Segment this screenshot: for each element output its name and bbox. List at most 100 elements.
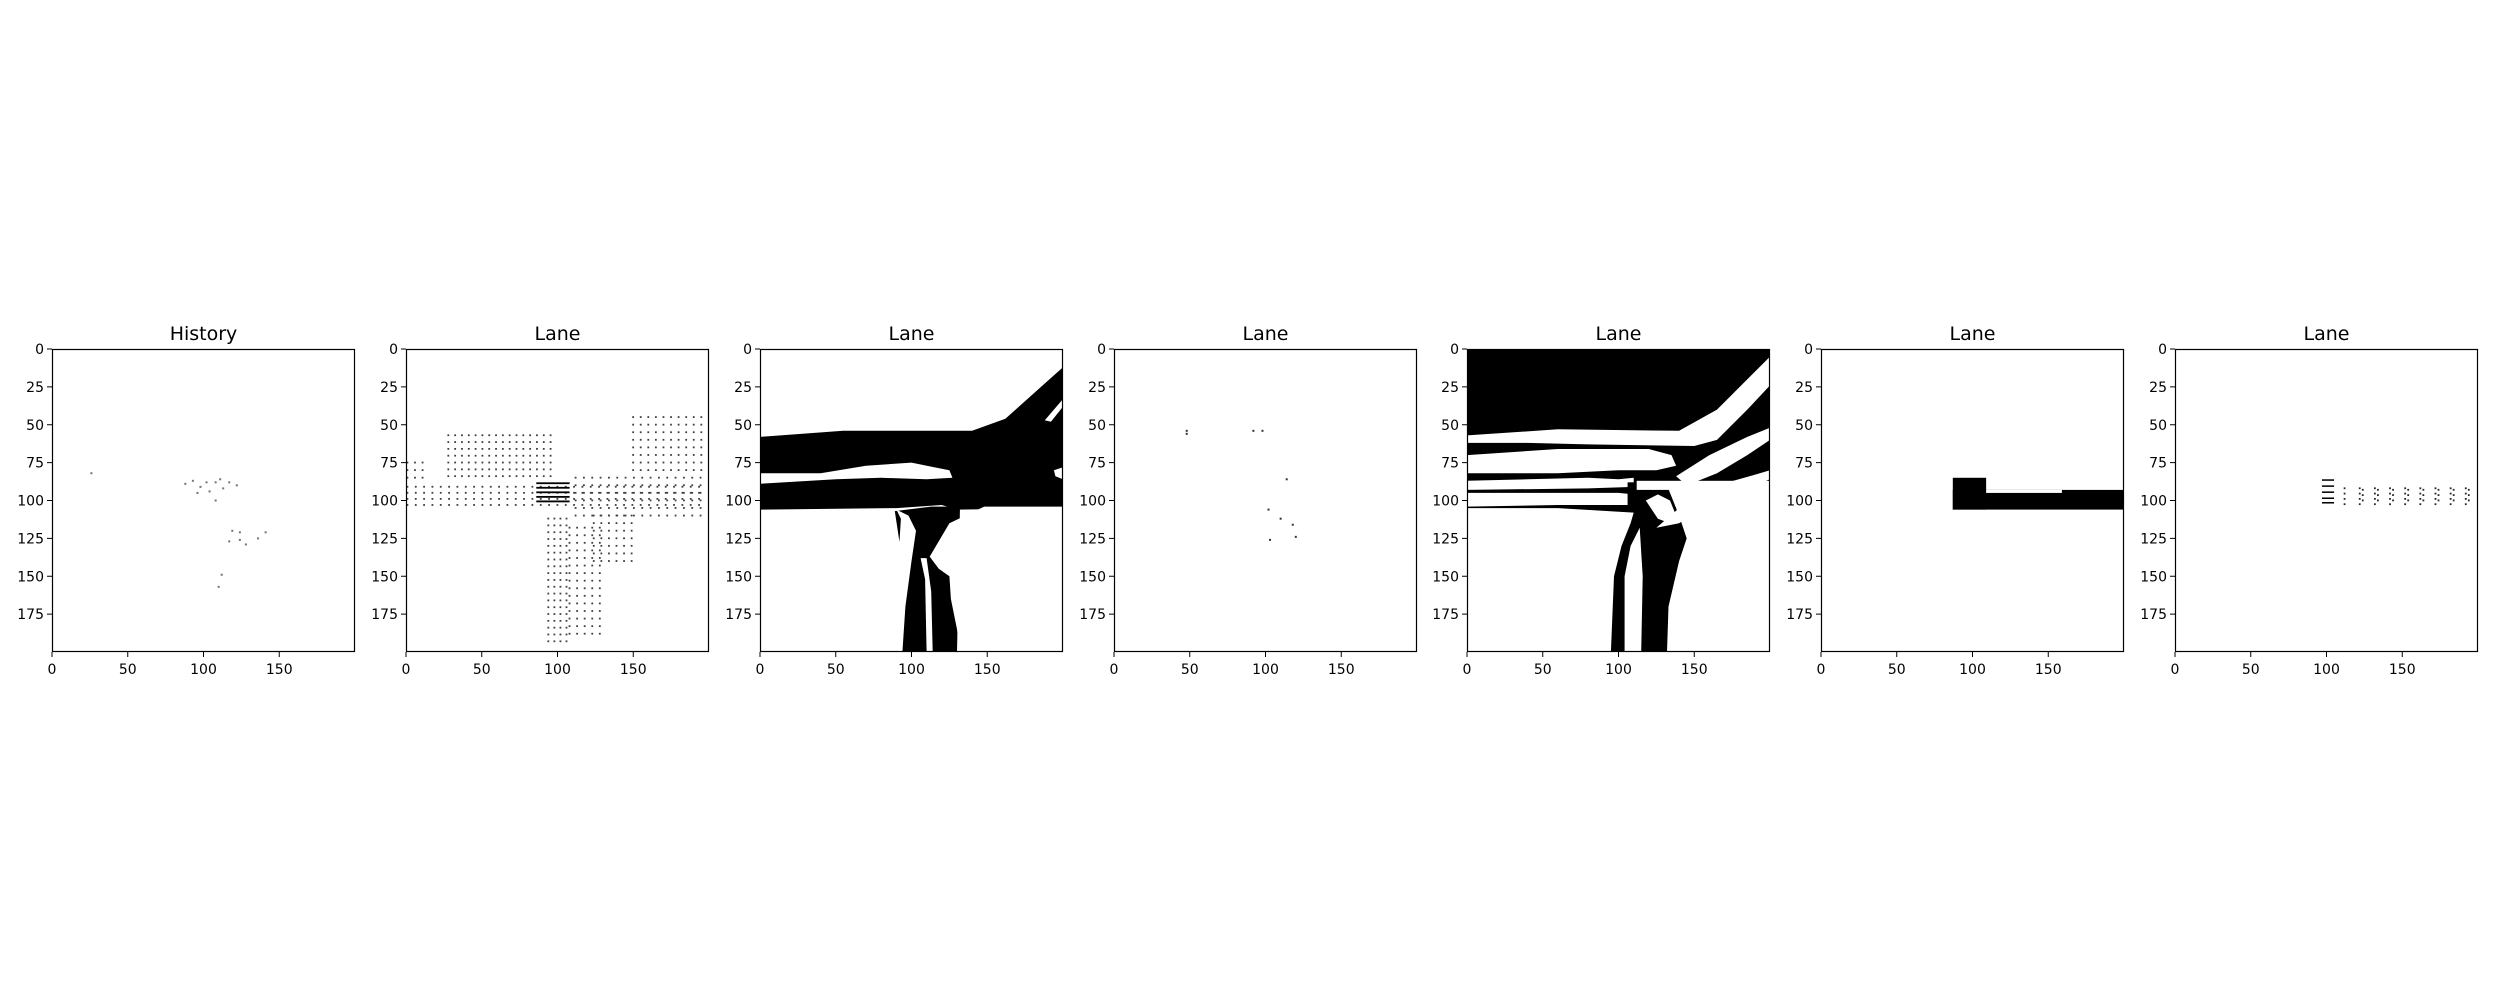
image-pixel (593, 560, 595, 562)
image-pixel (1252, 430, 1254, 432)
y-tick-label: 50 (1441, 418, 1459, 434)
image-pixel (658, 484, 660, 486)
image-pixel (560, 524, 562, 526)
x-tick-label: 150 (974, 662, 1001, 678)
image-pixel (543, 434, 545, 436)
image-pixel (516, 468, 518, 470)
y-tick-label: 125 (725, 531, 752, 547)
image-pixel (423, 504, 425, 506)
image-pixel (673, 504, 675, 506)
image-pixel (599, 587, 601, 589)
image-pixel (215, 500, 217, 502)
image-pixel (2438, 494, 2440, 496)
image-pixel (414, 469, 416, 471)
image-pixel (650, 492, 652, 494)
image-pixel (583, 477, 585, 479)
image-pixel (553, 593, 555, 595)
image-pixel (422, 469, 424, 471)
image-pixel (215, 481, 217, 483)
image-pixel (236, 484, 238, 486)
image-pixel (468, 468, 470, 470)
image-pixel (633, 500, 635, 502)
image-pixel (584, 595, 586, 597)
image-pixel (2450, 503, 2452, 505)
image-pixel (584, 549, 586, 551)
image-pixel (584, 572, 586, 574)
image-pixel (640, 431, 642, 433)
panel-image (406, 349, 709, 652)
image-pixel (631, 530, 633, 532)
y-tick-label: 150 (17, 569, 44, 585)
image-pixel (543, 475, 545, 477)
image-pixel (700, 431, 702, 433)
image-pixel (623, 522, 625, 524)
image-pixel (461, 434, 463, 436)
image-pixel (625, 500, 627, 502)
x-tick-label: 50 (473, 662, 491, 678)
image-pixel (2377, 494, 2379, 496)
image-pixel (560, 640, 562, 642)
image-pixel (566, 599, 568, 601)
image-pixel (576, 572, 578, 574)
image-pixel (693, 424, 695, 426)
image-pixel (608, 553, 610, 555)
image-pixel (691, 484, 693, 486)
image-pixel (593, 553, 595, 555)
image-pixel (683, 507, 685, 509)
image-pixel (647, 439, 649, 441)
panel-image (1114, 349, 1417, 652)
y-tick-label: 125 (371, 531, 398, 547)
image-pixel (616, 500, 618, 502)
image-pixel (591, 527, 593, 529)
panel-3: Lane0 50 100 1500255075100125150175 (725, 323, 1063, 678)
image-pixel (228, 540, 230, 542)
image-pixel (566, 559, 568, 561)
image-pixel (608, 500, 610, 502)
image-pixel (591, 492, 593, 494)
image-pixel (550, 468, 552, 470)
image-pixel (468, 462, 470, 464)
image-pixel (488, 475, 490, 477)
image-pixel (422, 477, 424, 479)
image-pixel (498, 498, 500, 500)
image-pixel (553, 545, 555, 547)
image-pixel (683, 484, 685, 486)
image-pixel (691, 507, 693, 509)
image-pixel (693, 416, 695, 418)
image-pixel (547, 518, 549, 520)
image-pixel (461, 468, 463, 470)
image-pixel (683, 515, 685, 517)
y-tick-label: 25 (1795, 380, 1813, 396)
y-tick-label: 75 (1441, 456, 1459, 472)
image-pixel (600, 515, 602, 517)
y-tick-label: 75 (26, 456, 44, 472)
x-tick-label: 50 (1888, 662, 1906, 678)
image-pixel (623, 553, 625, 555)
image-pixel (591, 618, 593, 620)
image-pixel (685, 439, 687, 441)
image-pixel (633, 484, 635, 486)
image-pixel (685, 469, 687, 471)
image-pixel (465, 486, 467, 488)
y-tick-label: 125 (1079, 531, 1106, 547)
image-pixel (658, 492, 660, 494)
x-tick-label: 50 (827, 662, 845, 678)
panel-7: Lane0 50 100 1500255075100125150175 (2140, 323, 2478, 678)
image-pixel (647, 446, 649, 448)
image-pixel (522, 455, 524, 457)
image-pixel (488, 441, 490, 443)
image-pixel (591, 595, 593, 597)
image-pixel (2374, 493, 2376, 495)
image-pixel (2450, 498, 2452, 500)
y-tick-label: 175 (1786, 607, 1813, 623)
image-pixel (631, 545, 633, 547)
image-pixel (591, 625, 593, 627)
y-tick-label: 50 (734, 418, 752, 434)
image-pixel (608, 537, 610, 539)
image-pixel (532, 492, 534, 494)
image-pixel (536, 475, 538, 477)
image-pixel (600, 477, 602, 479)
image-pixel (468, 455, 470, 457)
image-pixel (488, 455, 490, 457)
image-pixel (675, 484, 677, 486)
